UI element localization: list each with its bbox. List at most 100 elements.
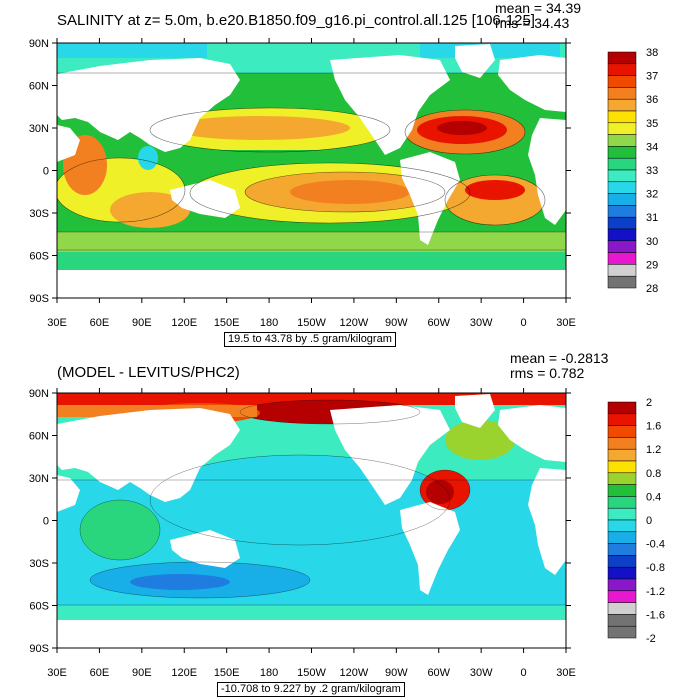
colorbar-swatch (607, 578, 637, 592)
colorbar-label: 36 (646, 94, 658, 106)
colorbar-swatch (607, 555, 637, 568)
colorbar-label: 34 (646, 141, 658, 153)
rms-value: rms = 34.43 (495, 15, 570, 31)
colorbar-label: 0.8 (646, 468, 661, 480)
colorbar-swatch (607, 146, 637, 159)
colorbar-swatch (607, 157, 637, 171)
colorbar-swatch (607, 181, 637, 194)
colorbar-swatch (607, 507, 637, 521)
lat-label: 60N (29, 81, 49, 93)
lon-label: 120E (171, 667, 197, 679)
colorbar-swatch (607, 614, 637, 627)
colorbar-label: 35 (646, 118, 658, 130)
colorbar-swatch (607, 193, 637, 206)
lon-label: 30W (470, 667, 493, 679)
colorbar-swatch (607, 134, 637, 147)
colorbar-swatch (607, 122, 637, 135)
lat-label: 30N (29, 123, 49, 135)
lon-label: 120E (171, 317, 197, 329)
colorbar-swatch (607, 275, 637, 289)
colorbar-swatch (607, 425, 637, 438)
colorbar-swatch (607, 602, 637, 615)
mean-value: mean = 34.39 (495, 0, 582, 16)
colorbar-label: -2 (646, 633, 656, 645)
lon-label: 150W (297, 317, 326, 329)
panel-title: SALINITY at z= 5.0m, b.e20.B1850.f09_g16… (57, 12, 535, 29)
rms-value: rms = 0.782 (510, 365, 585, 381)
contour-range-box: -10.708 to 9.227 by .2 gram/kilogram (217, 682, 405, 697)
lon-label: 60W (427, 317, 450, 329)
colorbar-label: 28 (646, 283, 658, 295)
colorbar-swatch (607, 87, 637, 100)
lon-label: 30W (470, 317, 493, 329)
colorbar-label: 1.6 (646, 421, 661, 433)
colorbar-label: 30 (646, 236, 658, 248)
lon-label: 150E (214, 317, 240, 329)
colorbar-swatch (607, 531, 637, 544)
lat-label: 60S (29, 251, 49, 263)
lon-label: 90W (385, 667, 408, 679)
lon-label: 180 (260, 317, 278, 329)
colorbar-label: 1.2 (646, 444, 661, 456)
colorbar-swatch (607, 110, 637, 124)
lon-label: 60E (90, 667, 110, 679)
colorbar-label: 31 (646, 212, 658, 224)
colorbar-label: 2 (646, 397, 652, 409)
colorbar-label: 38 (646, 47, 658, 59)
lon-label: 60E (90, 317, 110, 329)
lat-label: 90S (29, 643, 49, 655)
colorbar-swatch (607, 63, 637, 76)
colorbar-label: 33 (646, 165, 658, 177)
lat-label: 60N (29, 431, 49, 443)
lat-label: 30S (29, 558, 49, 570)
lon-label: 90E (132, 317, 152, 329)
lon-label: 90E (132, 667, 152, 679)
salinity-panel: SALINITY at z= 5.0m, b.e20.B1850.f09_g16… (29, 0, 658, 347)
colorbar-swatch (607, 543, 637, 556)
lon-label: 180 (260, 667, 278, 679)
colorbar-swatch (607, 437, 637, 450)
lon-label: 120W (340, 317, 369, 329)
colorbar-swatch (607, 460, 637, 474)
salinity-map: 90N 60N 30N 0 30S 60S 90S 30E 60E 90E 120E 150E 180 1… (29, 38, 658, 329)
contour-range-box: 19.5 to 43.78 by .5 gram/kilogram (224, 332, 396, 347)
colorbar-label: -0.8 (646, 562, 665, 574)
colorbar-label: 0.4 (646, 491, 661, 503)
colorbar-swatch (607, 625, 637, 639)
colorbar-swatch (607, 472, 637, 485)
colorbar-swatch (607, 590, 637, 603)
colorbar-label: -1.6 (646, 609, 665, 621)
lon-label: 30E (556, 317, 576, 329)
colorbar-label: 37 (646, 71, 658, 83)
lon-label: 30E (556, 667, 576, 679)
colorbar-swatch (607, 51, 637, 65)
lon-label: 150W (297, 667, 326, 679)
colorbar-label: -0.4 (646, 539, 665, 551)
colorbar-label: 29 (646, 259, 658, 271)
lon-label: 150E (214, 667, 240, 679)
lon-label: 120W (340, 667, 369, 679)
colorbar-swatch (607, 496, 637, 509)
lat-label: 60S (29, 601, 49, 613)
colorbar-swatch (607, 252, 637, 265)
lat-label: 30N (29, 473, 49, 485)
mean-value: mean = -0.2813 (510, 350, 609, 366)
colorbar-swatch (607, 216, 637, 230)
lon-label: 0 (521, 667, 527, 679)
colorbar-swatch (607, 240, 637, 253)
colorbar-swatch (607, 519, 637, 533)
lat-label: 90N (29, 38, 49, 50)
lon-label: 0 (521, 317, 527, 329)
difference-panel: (MODEL - LEVITUS/PHC2) mean = -0.2813 rm… (0, 350, 700, 700)
colorbar-swatch (607, 484, 637, 497)
colorbar-swatch (607, 205, 637, 218)
difference-map: 90N 60N 30N 0 30S 60S 90S 30E 60E 90E 120E 150E 180 1… (29, 388, 665, 679)
panel-title: (MODEL - LEVITUS/PHC2) (57, 364, 240, 381)
colorbar-swatch (607, 566, 637, 580)
colorbar-label: 0 (646, 515, 652, 527)
lat-label: 30S (29, 208, 49, 220)
colorbar-swatch (607, 75, 637, 88)
lat-label: 0 (43, 516, 49, 528)
lat-label: 0 (43, 166, 49, 178)
colorbar-swatch (607, 169, 637, 183)
